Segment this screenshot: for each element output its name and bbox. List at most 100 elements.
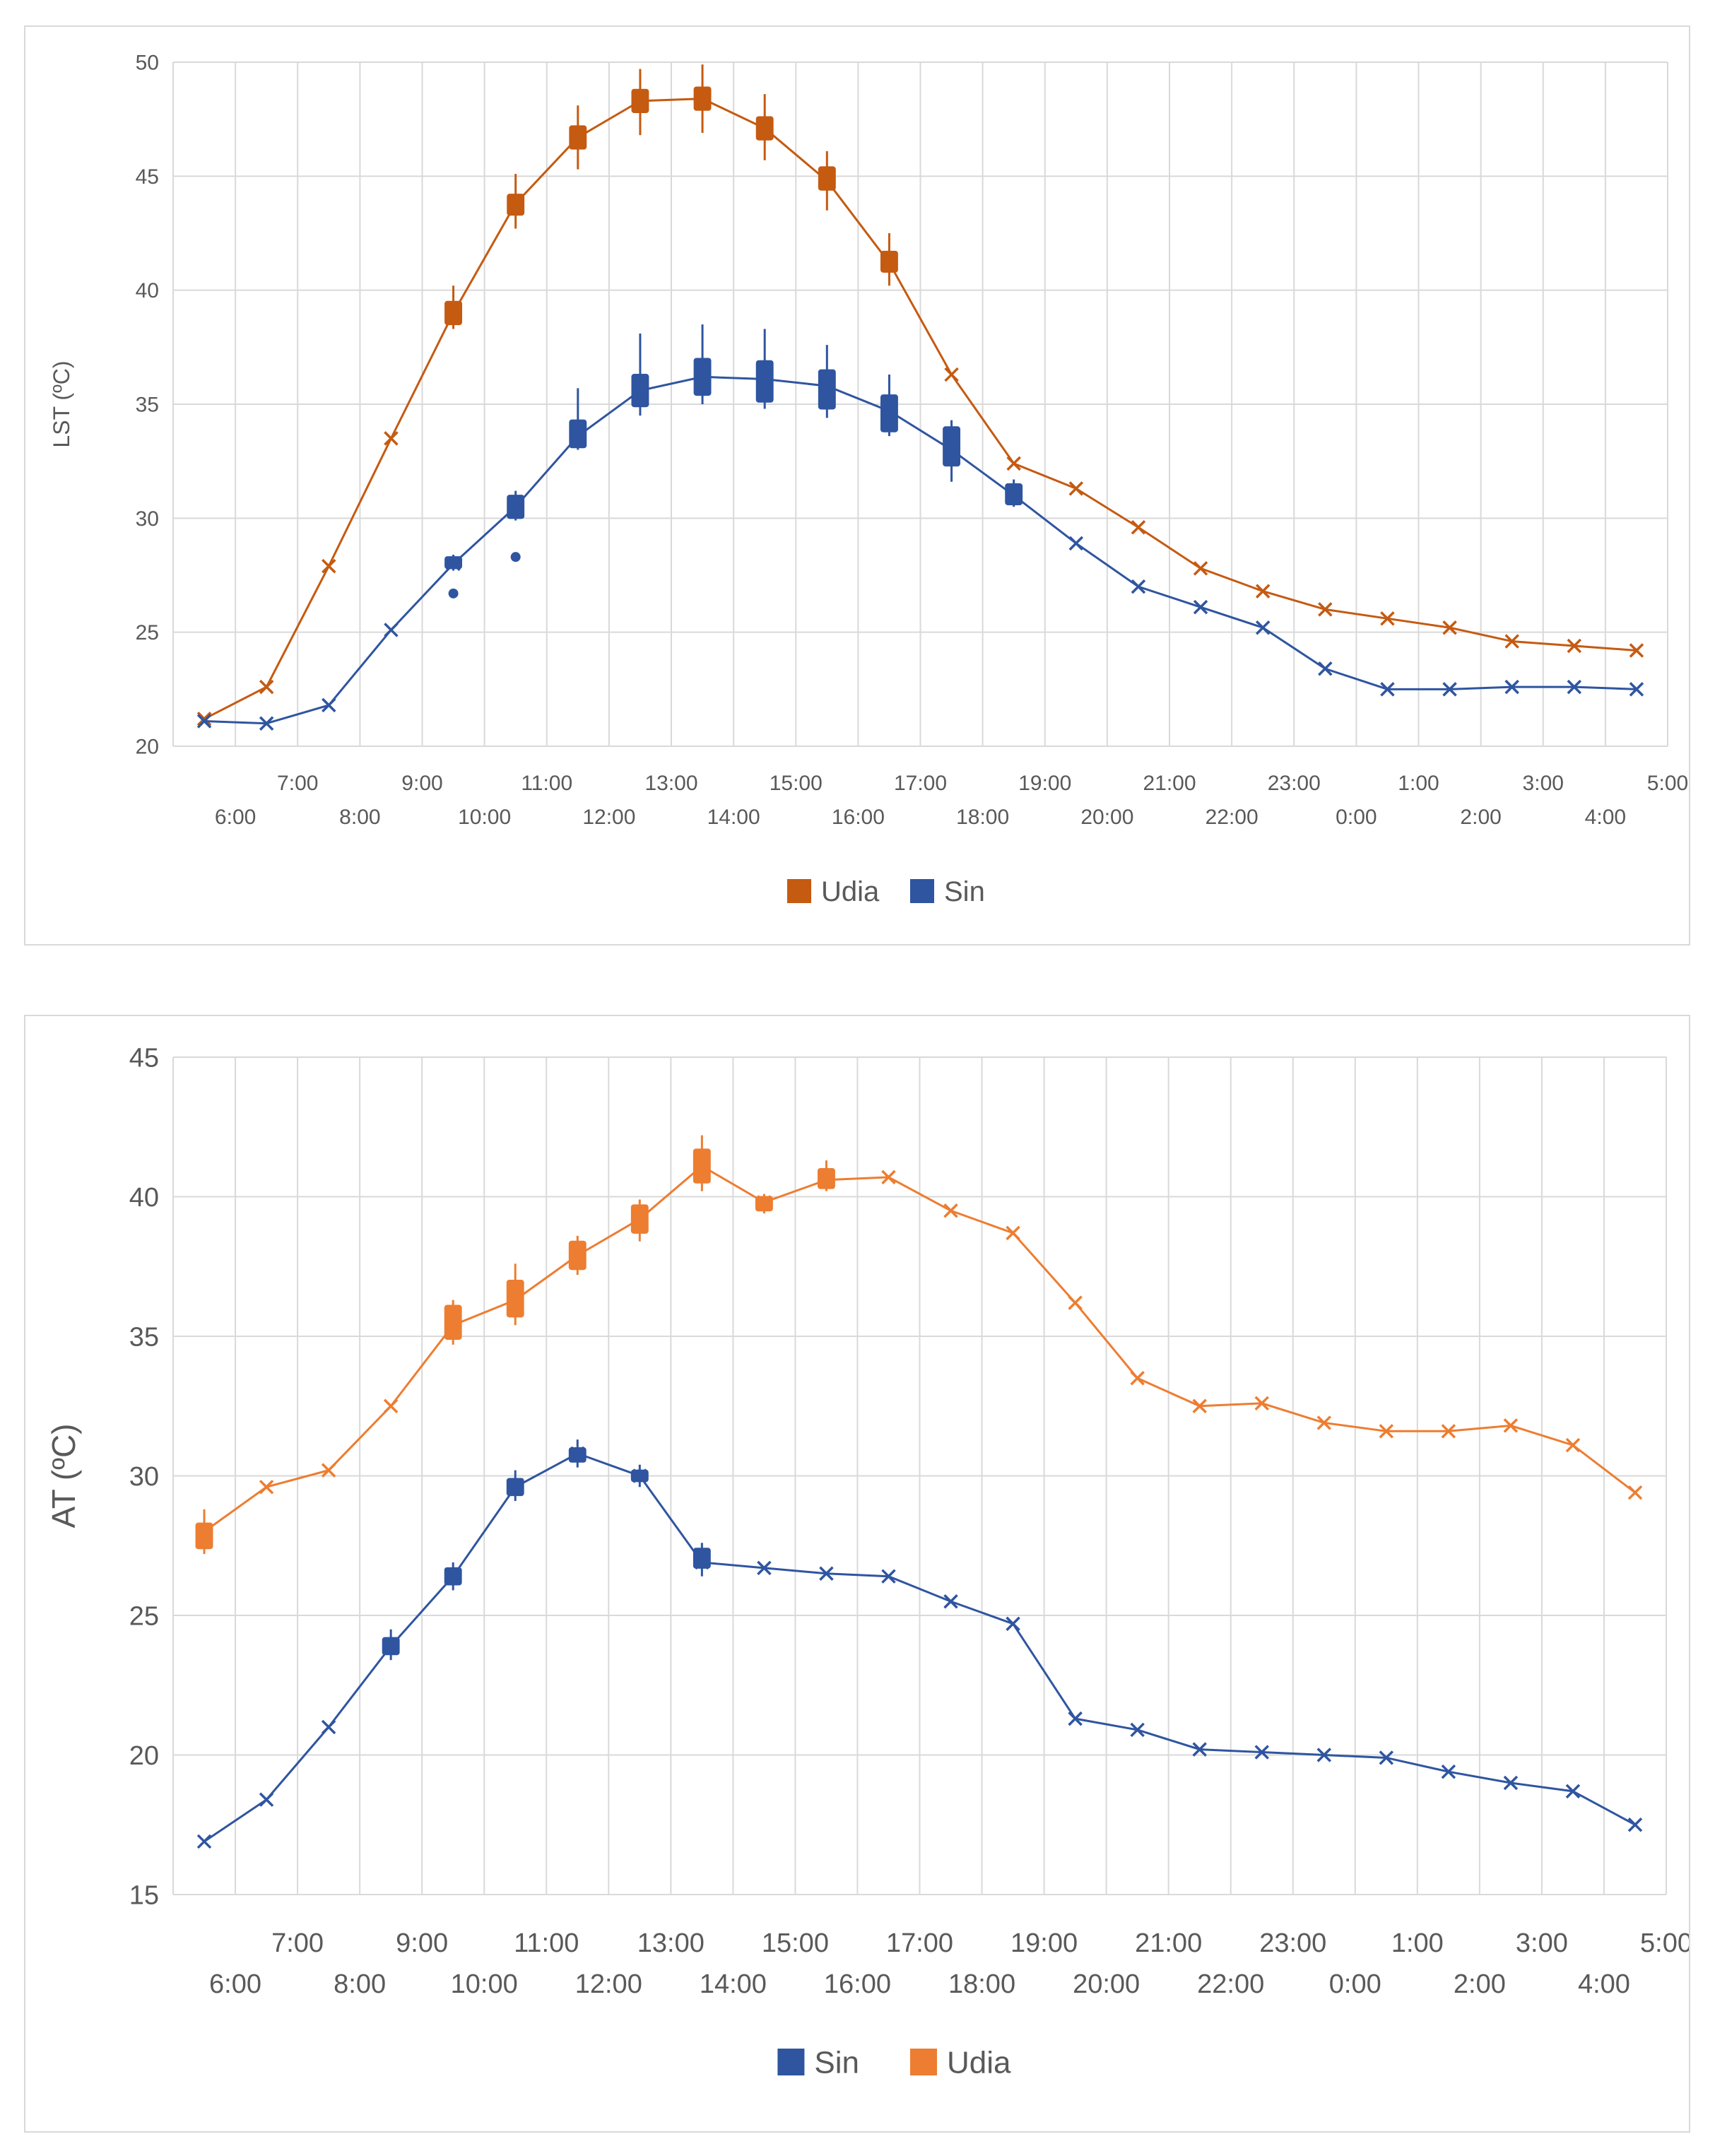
data-point <box>632 383 648 398</box>
x-tick-label: 0:00 <box>1329 1969 1381 1999</box>
data-point <box>819 1172 834 1188</box>
data-point <box>570 130 586 145</box>
data-point <box>757 121 772 136</box>
x-tick-label: 12:00 <box>582 806 635 829</box>
data-point <box>695 91 710 106</box>
data-point <box>1131 579 1146 594</box>
series-line <box>204 98 1637 720</box>
box <box>755 360 774 403</box>
y-axis-title: LST (ºC) <box>49 360 74 447</box>
data-point <box>695 1158 709 1174</box>
data-point <box>446 305 461 321</box>
data-point <box>882 403 897 418</box>
x-tick-label: 17:00 <box>886 1928 953 1958</box>
y-tick-label: 45 <box>129 1043 159 1073</box>
data-point <box>1130 1722 1145 1738</box>
legend: Udia Sin <box>787 876 985 907</box>
data-point <box>570 1446 585 1461</box>
data-point <box>1503 1775 1519 1791</box>
grid <box>172 1056 1667 1895</box>
x-tick-label: 5:00 <box>1640 1928 1689 1958</box>
x-tick-label: 15:00 <box>762 1928 829 1958</box>
data-point <box>1380 611 1395 626</box>
box <box>693 1548 711 1569</box>
data-point <box>384 623 399 637</box>
data-point <box>757 372 772 387</box>
data-point <box>1255 584 1271 599</box>
x-tick-label: 11:00 <box>521 772 572 795</box>
data-point <box>321 1463 336 1478</box>
x-tick-label: 20:00 <box>1080 806 1133 829</box>
x-tick-label: 1:00 <box>1398 772 1439 795</box>
data-point <box>321 1719 336 1735</box>
data-point <box>259 716 274 731</box>
y-axis-title: AT (ºC) <box>45 1424 82 1528</box>
data-point <box>322 697 336 713</box>
x-tick-label: 5:00 <box>1647 772 1688 795</box>
data-point <box>446 556 461 572</box>
data-point <box>943 1203 958 1218</box>
data-point <box>1316 1748 1332 1762</box>
data-point <box>383 1398 399 1413</box>
data-point <box>196 714 212 729</box>
legend-label-udia: Udia <box>821 876 880 907</box>
data-point <box>943 1594 958 1609</box>
data-point <box>881 1170 896 1185</box>
data-point <box>1565 1784 1581 1799</box>
data-point <box>508 499 523 514</box>
x-tick-label: 2:00 <box>1460 806 1501 829</box>
x-tick-label: 3:00 <box>1523 772 1564 795</box>
data-point <box>1379 1424 1394 1439</box>
data-point <box>1068 481 1084 496</box>
data-point <box>259 679 274 695</box>
x-tick-label: 23:00 <box>1268 772 1321 795</box>
box <box>818 369 836 410</box>
grid <box>172 61 1668 747</box>
x-tick-label: 10:00 <box>451 1969 518 1999</box>
data-point <box>1192 1742 1207 1757</box>
data-point <box>1629 643 1644 658</box>
series-line <box>204 375 1637 725</box>
data-point <box>1068 1295 1083 1310</box>
x-tick-label: 14:00 <box>707 806 760 829</box>
data-point <box>1193 599 1208 615</box>
data-point <box>819 1566 834 1581</box>
box <box>880 394 898 432</box>
x-tick-label: 20:00 <box>1073 1969 1140 1999</box>
data-point <box>1192 1398 1207 1413</box>
box <box>569 419 587 449</box>
y-tick-label: 50 <box>136 52 159 75</box>
x-tick-label: 17:00 <box>894 772 947 795</box>
x-tick-label: 0:00 <box>1336 806 1377 829</box>
data-point <box>259 1480 274 1495</box>
data-point <box>1441 1424 1456 1439</box>
x-tick-label: 10:00 <box>458 806 511 829</box>
x-tick-label: 22:00 <box>1197 1969 1264 1999</box>
box <box>195 1522 213 1550</box>
x-tick-label: 16:00 <box>824 1969 891 1999</box>
x-tick-label: 9:00 <box>396 1928 448 1958</box>
data-point <box>570 1248 585 1263</box>
data-point <box>1068 1711 1083 1726</box>
data-point <box>1567 638 1582 654</box>
x-tick-label: 1:00 <box>1391 1928 1444 1958</box>
legend: Sin Udia <box>777 2045 1011 2080</box>
data-point <box>1380 682 1395 697</box>
data-point <box>1627 1818 1643 1832</box>
y-tick-label: 30 <box>136 507 159 531</box>
series-line <box>204 1452 1636 1843</box>
legend-swatch-udia <box>787 879 811 903</box>
data-point <box>1254 1745 1269 1760</box>
x-tick-label: 15:00 <box>770 772 823 795</box>
legend-label-udia: Udia <box>947 2045 1011 2080</box>
x-tick-label: 8:00 <box>339 806 380 829</box>
y-tick-label: 30 <box>129 1462 159 1492</box>
series-sin <box>196 1439 1643 1849</box>
x-tick-label: 14:00 <box>700 1969 767 1999</box>
data-point <box>1442 682 1457 697</box>
data-point <box>1131 520 1146 535</box>
x-tick-label: 13:00 <box>637 1928 705 1958</box>
data-point <box>383 1639 399 1654</box>
x-tick-label: 9:00 <box>401 772 442 795</box>
